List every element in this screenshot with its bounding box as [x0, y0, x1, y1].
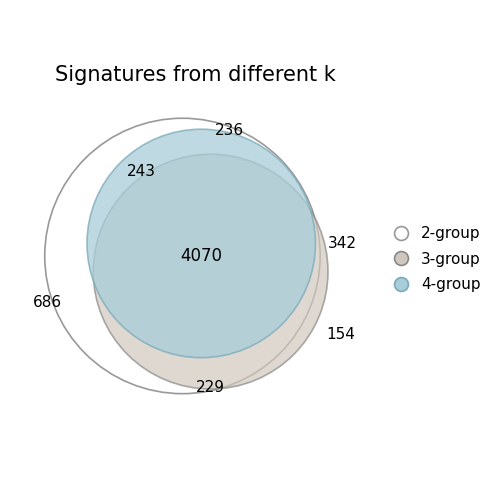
Text: 243: 243	[127, 164, 156, 179]
Legend: 2-group, 3-group, 4-group: 2-group, 3-group, 4-group	[386, 218, 489, 300]
Text: 342: 342	[328, 236, 357, 251]
Title: Signatures from different k: Signatures from different k	[54, 65, 335, 85]
Text: 236: 236	[215, 123, 244, 138]
Text: 154: 154	[327, 327, 355, 342]
Text: 686: 686	[33, 295, 62, 310]
Text: 229: 229	[196, 380, 225, 395]
Text: 4070: 4070	[180, 247, 222, 265]
Circle shape	[93, 154, 328, 389]
Circle shape	[87, 129, 316, 358]
